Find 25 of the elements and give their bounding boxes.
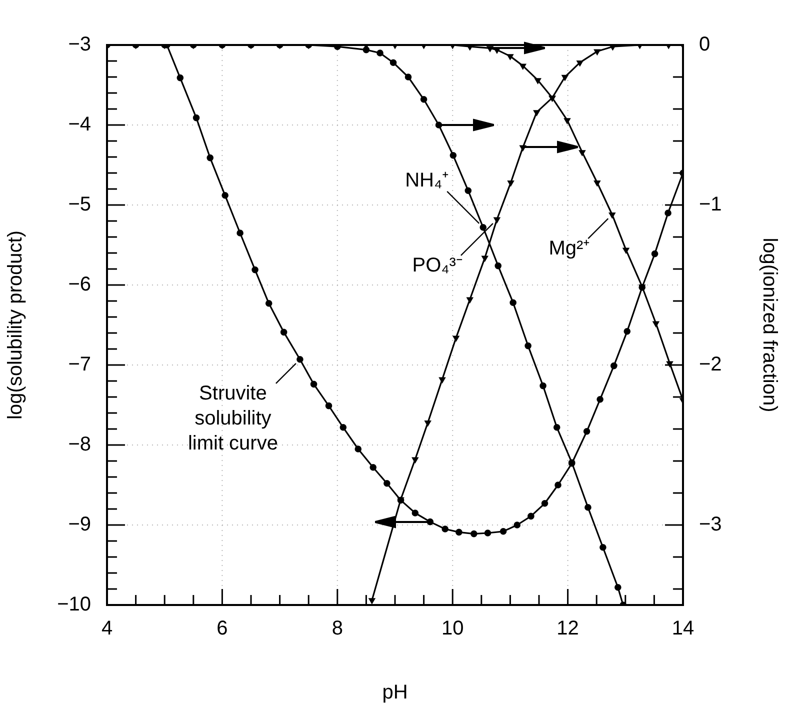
legend-label: Struvite solubility limit curve: [188, 382, 278, 454]
y-axis-title: log(solubility product): [4, 230, 27, 420]
y-tick-label: −10: [57, 594, 91, 616]
y2-tick-label: −3: [699, 514, 722, 536]
x-tick-label: 4: [101, 618, 113, 640]
y-tick-label: −5: [68, 194, 91, 216]
legend-label: PO₄³⁻: [412, 254, 463, 276]
y-tick-label: −9: [68, 514, 91, 536]
x-tick-label: 14: [672, 618, 694, 640]
y2-tick-label: −2: [699, 354, 722, 376]
y2-tick-label: 0: [699, 34, 710, 56]
x-tick-label: 10: [441, 618, 464, 640]
x-tick-label: 12: [556, 618, 579, 640]
y-tick-label: −3: [68, 34, 91, 56]
series-label: NH₄⁺: [405, 169, 450, 192]
y-tick-label: −6: [68, 274, 91, 296]
y2-tick-label: −1: [699, 194, 722, 216]
x-axis-title: pH: [382, 682, 408, 704]
y-tick-label: −7: [68, 354, 91, 376]
x-tick-label: 6: [216, 618, 228, 640]
legend-label: Mg²⁺: [548, 238, 590, 260]
y-tick-label: −8: [68, 434, 91, 456]
y-tick-label: −4: [68, 114, 91, 136]
y2-axis-title: log(ionized fraction): [758, 238, 780, 412]
x-tick-label: 8: [332, 618, 343, 640]
